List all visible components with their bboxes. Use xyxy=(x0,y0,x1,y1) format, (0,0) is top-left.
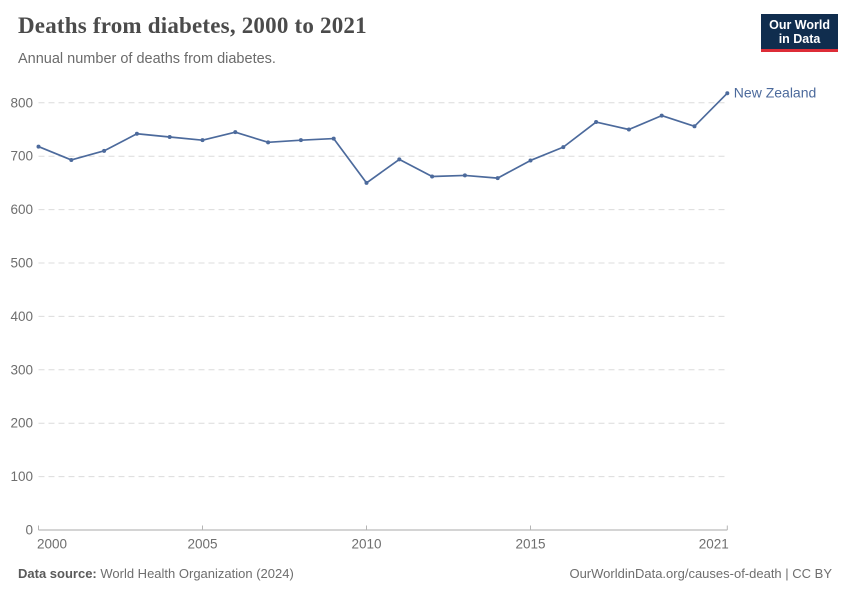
data-point-2006[interactable] xyxy=(233,130,238,135)
x-tick-label-2005: 2005 xyxy=(187,537,217,552)
x-tick-label-2015: 2015 xyxy=(515,537,545,552)
chart-subtitle: Annual number of deaths from diabetes. xyxy=(18,51,276,67)
data-point-2011[interactable] xyxy=(397,157,402,162)
owid-logo-line2: in Data xyxy=(778,31,821,46)
data-point-2003[interactable] xyxy=(134,131,139,136)
data-point-2002[interactable] xyxy=(102,148,107,153)
data-point-2005[interactable] xyxy=(200,138,205,143)
data-point-2019[interactable] xyxy=(659,113,664,118)
y-tick-label-700: 700 xyxy=(10,149,33,164)
x-tick-label-2000: 2000 xyxy=(37,537,67,552)
data-point-2001[interactable] xyxy=(69,157,74,162)
y-tick-label-200: 200 xyxy=(10,416,33,431)
data-point-2014[interactable] xyxy=(495,176,500,181)
attribution-link[interactable]: OurWorldinData.org/causes-of-death | CC … xyxy=(569,566,832,581)
data-point-2021[interactable] xyxy=(725,91,730,96)
owid-logo-line1: Our World xyxy=(769,18,830,32)
series-line-new-zealand[interactable] xyxy=(38,92,728,184)
data-point-2007[interactable] xyxy=(266,140,271,145)
data-source: Data source: World Health Organization (… xyxy=(18,566,294,581)
owid-logo[interactable]: Our World in Data xyxy=(761,14,838,52)
y-tick-label-800: 800 xyxy=(10,95,33,110)
data-point-2018[interactable] xyxy=(626,127,631,132)
data-point-2009[interactable] xyxy=(331,136,336,141)
data-point-2012[interactable] xyxy=(430,174,435,179)
data-point-2010[interactable] xyxy=(364,180,369,185)
chart-title: Deaths from diabetes, 2000 to 2021 xyxy=(18,13,367,38)
data-point-2004[interactable] xyxy=(167,134,172,139)
y-tick-label-500: 500 xyxy=(10,256,33,271)
data-point-2008[interactable] xyxy=(298,138,303,143)
data-point-2000[interactable] xyxy=(36,144,41,149)
line-chart[interactable]: 0 100 200 300 400 500 600 700 800 2000 2005 2010 201… xyxy=(0,80,850,560)
data-source-label: Data source: xyxy=(18,566,97,581)
x-tick-label-2010: 2010 xyxy=(351,537,381,552)
y-tick-label-400: 400 xyxy=(10,309,33,324)
x-tick-label-2021: 2021 xyxy=(699,537,729,552)
data-point-2013[interactable] xyxy=(462,173,467,178)
data-point-2017[interactable] xyxy=(594,120,599,125)
data-point-2016[interactable] xyxy=(561,145,566,150)
data-point-2020[interactable] xyxy=(692,124,697,129)
y-tick-label-600: 600 xyxy=(10,202,33,217)
data-source-value: World Health Organization (2024) xyxy=(96,566,294,581)
y-tick-label-0: 0 xyxy=(25,523,33,538)
y-tick-label-300: 300 xyxy=(10,362,33,377)
chart-footer: Data source: World Health Organization (… xyxy=(18,566,832,581)
y-tick-label-100: 100 xyxy=(10,469,33,484)
series-end-label: New Zealand xyxy=(734,85,817,101)
data-point-2015[interactable] xyxy=(528,158,533,163)
